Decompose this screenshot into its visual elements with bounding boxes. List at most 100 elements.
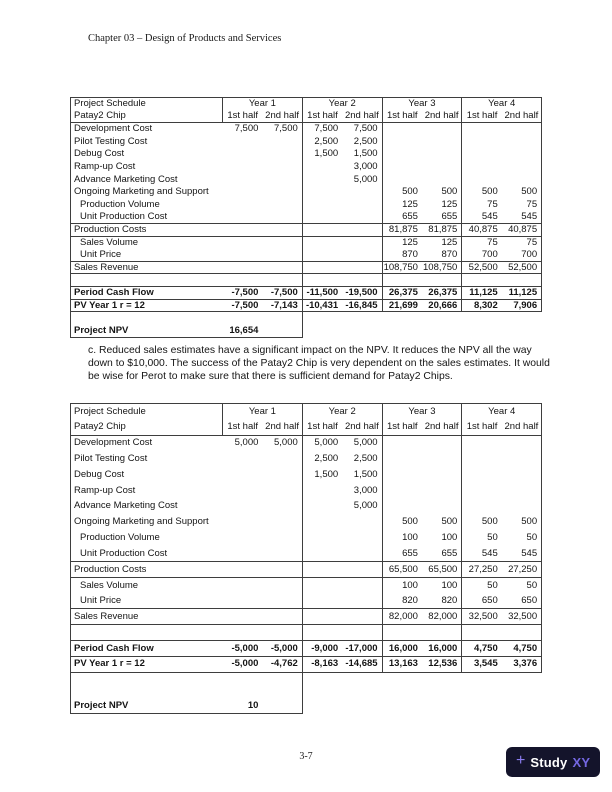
cell-value [262,160,303,174]
studyxy-logo-badge: + Study XY [506,747,601,777]
cell-value: 75 [487,198,498,210]
cell-value: 7,500 [342,122,383,136]
cell-value: 100 [402,579,418,591]
table-row: Project NPV 16,654 [70,324,542,338]
cell-value [501,160,543,174]
schedule-table: Project Schedule Year 1 Year 2 Year 3 Year 4… [70,97,543,338]
cell-value [223,498,263,514]
cell-value [382,274,422,287]
table-row: Unit Production Cost 655 655 545 545 [70,210,543,224]
cell-value: -5,000 [262,639,303,657]
cell-value [262,222,303,237]
cell-value [462,467,502,483]
cell-value: 1,500 [342,466,383,483]
cell-value: 3,000 [342,482,383,499]
cell-value [462,135,502,148]
cell-value [382,160,422,173]
cell-value: 500 [481,516,498,528]
row-label: Unit Price [70,248,223,262]
cell-value [462,625,502,641]
table-row: Production Costs 65,500 65,500 27,250 27,250 [70,560,543,578]
table-row: Ramp-up Cost 3,000 [70,482,543,499]
cell-value [262,260,303,275]
cell-value: 5,000 [342,435,383,451]
half-header: 2nd half [501,419,543,436]
table-row: Advance Marketing Cost 5,000 [70,498,543,515]
table-title: Project Schedule [70,97,223,111]
cell-value [223,530,263,546]
cell-value: 20,666 [421,299,463,313]
cell-value [421,482,463,499]
row-label: PV Year 1 r = 12 [70,656,223,673]
cell-value [501,122,543,136]
cell-value [501,273,543,287]
row-label: Project NPV [70,324,223,338]
table-row: Production Costs 81,875 81,875 40,875 40,875 [70,222,543,237]
cell-value [223,274,263,287]
cell-value: 500 [501,514,543,530]
cell-value [262,273,303,287]
cell-value: 100 [421,529,463,546]
cell-value [302,625,342,641]
cell-value: 3,376 [501,656,543,673]
cell-value [462,148,502,161]
cell-value: 108,750 [382,260,422,275]
half-header: 2nd half [262,110,303,124]
cell-value [223,173,263,186]
year-header: Year 1 [222,403,303,420]
cell-value [223,546,263,562]
cell-value: 3,000 [342,160,383,174]
cell-value: 655 [402,211,418,223]
row-label: Ongoing Marketing and Support [70,185,223,199]
cell-value [223,451,263,467]
cell-value [462,274,502,287]
table-row: Development Cost 7,500 7,500 7,500 7,500 [70,122,543,136]
cell-value [262,185,303,199]
cell-value [342,260,383,275]
cell-value: 500 [402,516,418,528]
cell-value [223,186,263,199]
half-header: 1st half [302,419,343,436]
cell-value: 870 [421,248,463,262]
cell-value [262,577,303,594]
cell-value [501,466,543,483]
year-header: Year 3 [382,97,463,111]
cell-value: 870 [402,248,418,260]
cell-value: 75 [501,236,543,249]
npv-value [223,672,263,698]
table-row: Sales Volume 100 100 50 50 [70,577,543,594]
cell-value [501,498,543,515]
cell-value: 650 [481,594,498,606]
cell-value: 50 [501,529,543,546]
cell-value [501,450,543,467]
row-label: Project NPV [70,698,223,715]
table-subheader-row: Patay2 Chip 1st half 2nd half 1st half 2nd h… [70,419,543,436]
cell-value [382,135,422,148]
cell-value: 7,500 [234,123,259,135]
cell-value [223,160,263,173]
cell-value [421,135,463,148]
cell-value [262,466,303,483]
row-label: Sales Revenue [70,260,223,275]
blank-row [70,273,543,287]
cell-value [462,435,502,451]
cell-value [421,450,463,467]
cell-value [421,122,463,136]
cell-value: 8,302 [461,299,502,313]
cell-value [382,451,422,467]
cell-value: 125 [421,198,463,211]
cell-value: -4,762 [262,656,303,673]
row-label [70,273,223,287]
spacer-row [70,672,542,699]
table-row: Period Cash Flow -7,500 -7,500 -11,500 -19,5… [70,285,543,300]
cell-value: 5,000 [262,435,303,451]
half-header: 1st half [302,110,343,124]
cell-value: 545 [501,210,543,224]
cell-void [302,672,541,698]
half-header: 1st half [461,110,502,124]
schedule-table: Project Schedule Year 1 Year 2 Year 3 Year 4… [70,403,543,715]
row-label: Production Costs [70,560,223,578]
row-label: Unit Production Cost [70,545,223,562]
cell-value: -11,500 [302,285,343,300]
cell-value: 5,000 [342,173,383,186]
